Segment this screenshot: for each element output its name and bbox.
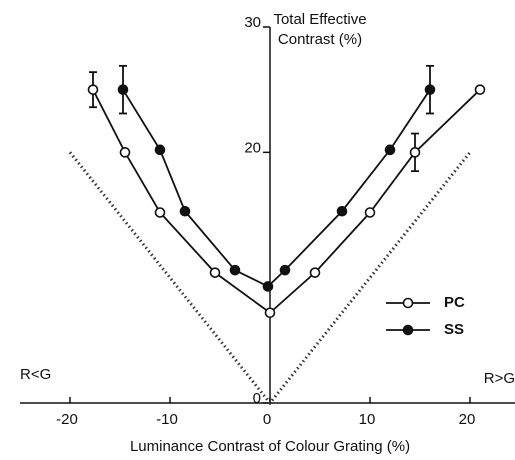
series-line [92, 89, 481, 314]
marker [279, 264, 291, 276]
y-tick-label: 30 [244, 14, 261, 31]
x-tick-label: -20 [56, 411, 78, 428]
y-axis-title: Contrast (%) [278, 31, 362, 48]
marker [309, 267, 321, 278]
x-tick-label: 10 [359, 411, 376, 428]
x-tick-label: -10 [156, 411, 178, 428]
x-tick-label: 20 [459, 411, 476, 428]
x-axis-title: Luminance Contrast of Colour Grating (%) [130, 438, 410, 455]
marker [474, 84, 486, 95]
marker [154, 144, 166, 156]
series-line [122, 89, 431, 288]
marker [117, 84, 129, 95]
y-axis-title: Total Effective [273, 11, 366, 28]
legend-label: SS [444, 321, 464, 338]
marker [424, 84, 436, 95]
marker [87, 84, 99, 95]
marker [154, 207, 166, 218]
marker [229, 264, 241, 276]
marker [209, 267, 221, 278]
marker [364, 207, 376, 218]
y-tick-label: 0 [253, 390, 261, 407]
x-tick-label: 0 [263, 411, 271, 428]
annotation: R<G [20, 366, 51, 383]
legend-marker [402, 324, 414, 336]
marker [179, 205, 191, 217]
y-tick-label: 20 [244, 139, 261, 156]
marker [119, 147, 131, 158]
marker [409, 147, 421, 158]
legend-marker [402, 297, 414, 309]
marker [384, 144, 396, 156]
marker [262, 281, 274, 292]
marker [264, 307, 276, 319]
annotation: R>G [484, 370, 515, 387]
legend-label: PC [444, 294, 465, 311]
marker [336, 205, 348, 217]
reference-line [68, 151, 472, 406]
